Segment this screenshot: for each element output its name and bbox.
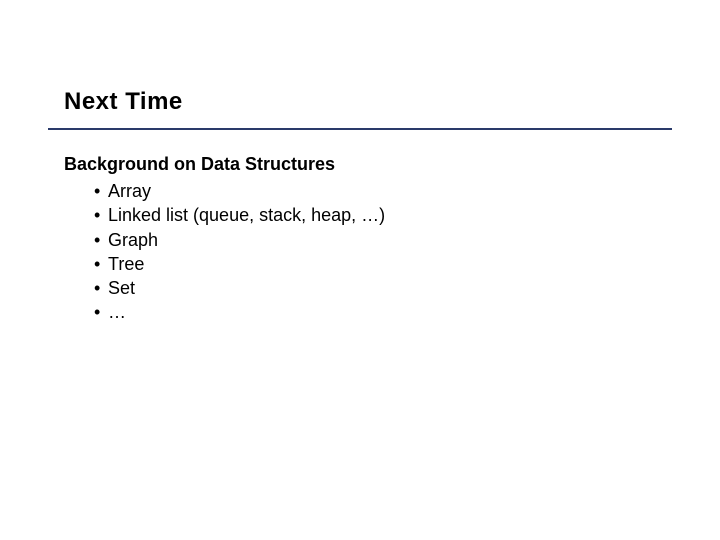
list-item: Graph	[94, 228, 656, 252]
list-item: …	[94, 300, 656, 324]
list-item: Linked list (queue, stack, heap, …)	[94, 203, 656, 227]
list-item: Array	[94, 179, 656, 203]
list-item: Tree	[94, 252, 656, 276]
bullet-list: Array Linked list (queue, stack, heap, ……	[64, 179, 656, 325]
content-section: Background on Data Structures Array Link…	[0, 130, 720, 325]
subheading: Background on Data Structures	[64, 154, 656, 175]
slide-container: Next Time Background on Data Structures …	[0, 0, 720, 540]
title-section: Next Time	[0, 0, 720, 128]
slide-title: Next Time	[64, 88, 656, 116]
list-item: Set	[94, 276, 656, 300]
